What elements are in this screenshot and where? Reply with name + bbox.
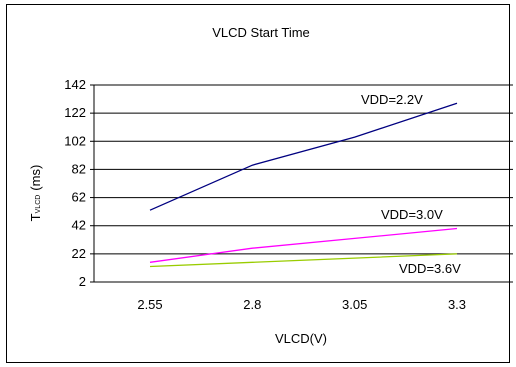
y-tick-label-42: 42 bbox=[72, 218, 86, 233]
series-line-2 bbox=[149, 253, 458, 268]
series-label-2: VDD=3.6V bbox=[399, 261, 461, 276]
y-tick-label-102: 102 bbox=[64, 133, 86, 148]
series-line-0 bbox=[149, 102, 458, 211]
y-axis-label-unit: (ms) bbox=[28, 165, 43, 191]
series-labels: VDD=2.2V VDD=3.0V VDD=3.6V bbox=[361, 92, 461, 276]
chart-frame bbox=[6, 4, 510, 363]
axes bbox=[90, 84, 513, 283]
y-tick-label-2: 2 bbox=[79, 274, 86, 289]
series-label-0: VDD=2.2V bbox=[361, 92, 423, 107]
y-tick-label-82: 82 bbox=[72, 161, 86, 176]
x-tick-label-3: 3.3 bbox=[448, 297, 466, 312]
y-axis-label-main: T bbox=[28, 213, 43, 221]
x-tick-label-1: 2.8 bbox=[243, 297, 261, 312]
x-tick-label-2: 3.05 bbox=[342, 297, 367, 312]
series-lines bbox=[149, 102, 458, 268]
y-axis-label: TVLCD (ms) bbox=[28, 165, 43, 222]
y-tick-label-142: 142 bbox=[64, 77, 86, 92]
series-label-1: VDD=3.0V bbox=[381, 207, 443, 222]
y-tick-label-122: 122 bbox=[64, 105, 86, 120]
series-line-1 bbox=[149, 227, 458, 263]
chart-title: VLCD Start Time bbox=[212, 25, 310, 40]
y-axis-label-subscript: VLCD bbox=[35, 195, 42, 214]
y-tick-label-22: 22 bbox=[72, 246, 86, 261]
x-tick-label-0: 2.55 bbox=[137, 297, 162, 312]
y-tick-label-62: 62 bbox=[72, 190, 86, 205]
x-tick-labels: 2.55 2.8 3.05 3.3 bbox=[137, 297, 466, 312]
x-axis-label: VLCD(V) bbox=[275, 331, 327, 346]
